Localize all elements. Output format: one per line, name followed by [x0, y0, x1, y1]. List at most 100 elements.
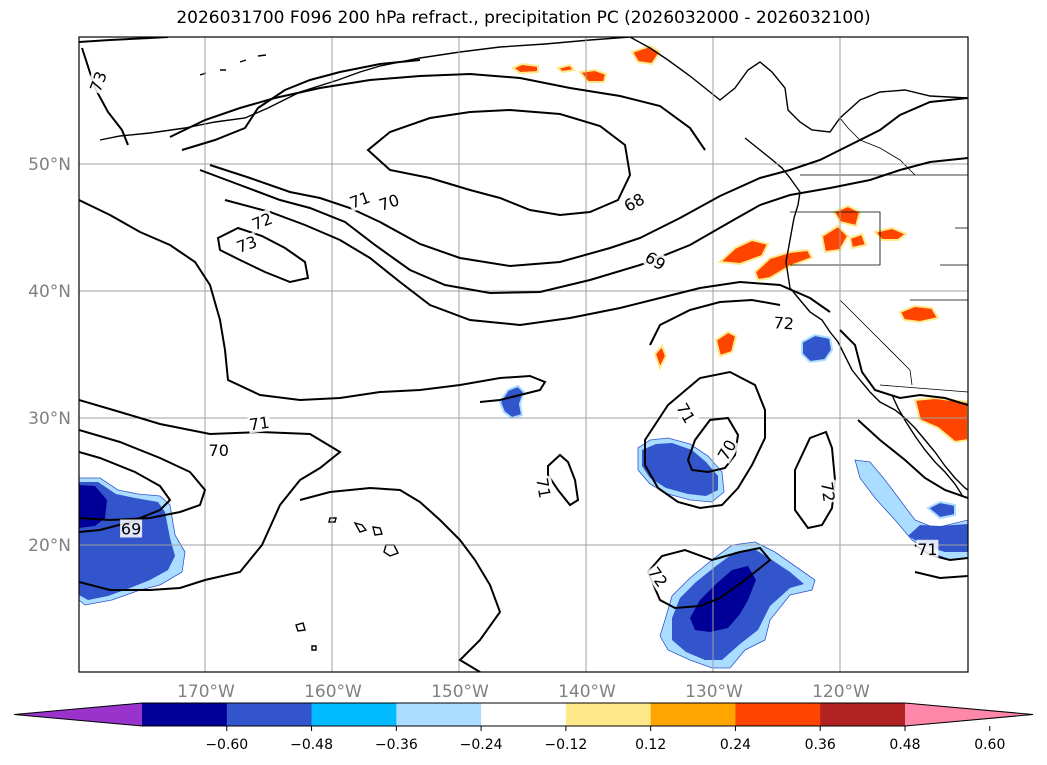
- colorbar-tick-label: −0.24: [460, 737, 503, 753]
- lon-tick-label: 160°W: [304, 682, 362, 702]
- contour-71-low-outer: [644, 370, 766, 510]
- graticule: [79, 37, 968, 672]
- precip-area-east-small: [926, 500, 956, 520]
- contour-label-bg: [672, 398, 700, 427]
- colorbar-segment: [142, 703, 228, 726]
- contour-label-bg: [713, 435, 740, 464]
- map-frame: [78, 36, 969, 673]
- precip-area-nevada: [898, 304, 940, 324]
- contour-71-baja: [857, 419, 968, 499]
- latitude-labels: 20°N 30°N 40°N 50°N: [28, 155, 71, 556]
- precip-area-offshore-2: [653, 344, 668, 371]
- contour-label: 71: [532, 475, 555, 501]
- coastline-alaska-peninsula: [99, 37, 631, 141]
- contour-label-bg: [620, 188, 648, 216]
- contour-label: 72: [772, 313, 796, 333]
- contour-label: 72: [817, 479, 839, 504]
- coastline-hawaii: [328, 517, 399, 557]
- precip-area-offshore-1: [714, 330, 738, 358]
- colorbar-tick-label: 0.48: [889, 737, 920, 753]
- precip-area-aleutian-2: [556, 63, 576, 74]
- map-panel: [79, 37, 968, 672]
- contour-69-west: [79, 451, 172, 533]
- contour-label: 69: [120, 519, 143, 539]
- lat-tick-label: 40°N: [28, 282, 71, 302]
- colorbar-tick-label: −0.60: [205, 737, 248, 753]
- contour-label-bg: [207, 440, 230, 459]
- contour-label-text: 72: [817, 480, 839, 503]
- contour-72-coast-curl: [649, 298, 781, 346]
- contour-label-bg: [533, 475, 555, 501]
- contour-72-jet-s: [224, 199, 831, 327]
- contour-72-west: [79, 199, 547, 403]
- border-us-states-3: [910, 227, 968, 301]
- map-title: 2026031700 F096 200 hPa refract., precip…: [176, 8, 871, 28]
- refractivity-contours: [79, 37, 968, 672]
- contour-label-bg: [772, 313, 796, 333]
- precip-area-west-core: [79, 485, 107, 528]
- lat-tick-label: 30°N: [28, 409, 71, 429]
- contour-label-text: 71: [248, 413, 271, 435]
- contour-72-east: [839, 329, 968, 406]
- precip-area-idaho-1: [820, 224, 850, 254]
- contour-71-central: [79, 399, 342, 591]
- border-us-mexico: [879, 384, 968, 393]
- lon-tick-label: 150°W: [431, 682, 489, 702]
- contour-label-bg: [916, 539, 939, 558]
- contour-label-text: 71: [917, 540, 937, 559]
- colorbar-tick-label: 0.12: [635, 737, 666, 753]
- colorbar-extend-low: [14, 703, 142, 726]
- contour-72-south-blob: [646, 546, 772, 610]
- contour-label-bg: [120, 519, 143, 538]
- contour-label-bg: [247, 412, 272, 434]
- lon-tick-label: 130°W: [685, 682, 743, 702]
- contour-label-bg: [248, 208, 276, 234]
- precip-area-central-low-mid: [642, 443, 718, 496]
- precip-area-south-core: [690, 566, 756, 632]
- coastline-pnw: [744, 137, 968, 491]
- precip-area-idaho-3: [848, 232, 868, 250]
- contour-label: 71: [916, 539, 939, 559]
- precip-area-pnw-2: [753, 248, 814, 282]
- coastline-alaska-gulf: [629, 37, 968, 133]
- colorbar-tick-label: −0.36: [375, 737, 418, 753]
- border-alaska-canada: [839, 117, 916, 176]
- contour-label-text: 70: [209, 441, 229, 460]
- precip-area-aleutian-1: [510, 62, 539, 75]
- contour-label-bg: [817, 479, 839, 504]
- colorbar-segment: [565, 703, 652, 726]
- precip-area-hawaii-north: [498, 384, 526, 420]
- contour-label: 71: [247, 412, 272, 435]
- longitude-labels: 170°W 160°W 150°W 140°W 130°W 120°W: [177, 682, 870, 702]
- colorbar-tick-label: 0.24: [720, 737, 751, 753]
- lon-tick-label: 140°W: [558, 682, 616, 702]
- contour-70-jet: [209, 97, 968, 268]
- contour-72-north: [169, 72, 706, 151]
- contour-label-text: 69: [121, 520, 141, 539]
- lon-tick-label: 120°W: [812, 682, 870, 702]
- contour-69-ring: [366, 108, 632, 217]
- colorbar-segment: [481, 703, 567, 726]
- colorbar: −0.60 −0.48 −0.36 −0.24 −0.12 0.12 0.24 0.36 0.4…: [13, 702, 1034, 753]
- precip-area-baja: [913, 396, 968, 444]
- colorbar-segment: [226, 703, 313, 726]
- contour-73-north: [81, 47, 129, 146]
- contour-label-bg: [85, 68, 111, 95]
- colorbar-outline: [13, 702, 1034, 727]
- contour-72-southwest: [299, 486, 502, 672]
- colorbar-tick-label: −0.48: [290, 737, 333, 753]
- colorbar-extend-high: [905, 703, 1033, 726]
- contour-label-bg: [644, 562, 672, 591]
- coastline-small-islands: [295, 622, 317, 651]
- colorbar-segment: [650, 703, 736, 726]
- coastline-alaska-islands: [199, 54, 267, 76]
- colorbar-segment: [311, 703, 397, 726]
- colorbar-segment: [735, 703, 821, 726]
- lon-tick-label: 170°W: [177, 682, 235, 702]
- contour-label-bg: [346, 187, 374, 212]
- border-us-states-1: [790, 211, 881, 266]
- precip-negative-areas: [79, 333, 968, 669]
- colorbar-tick-label: −0.12: [544, 737, 587, 753]
- lat-tick-label: 20°N: [28, 536, 71, 556]
